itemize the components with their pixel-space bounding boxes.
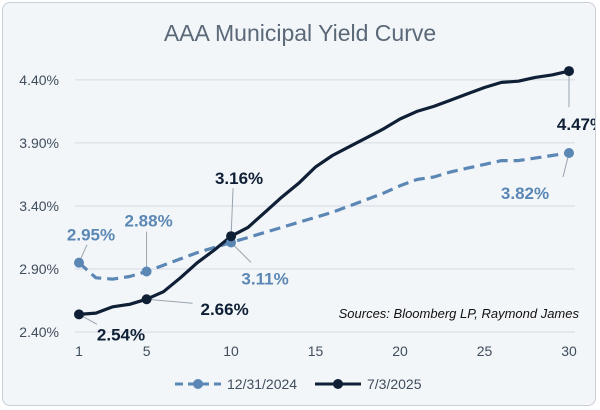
x-axis-ticks: 1 5 10 15 20 25 30 — [75, 343, 577, 359]
x-tick-label: 1 — [75, 343, 83, 359]
leader-line — [146, 298, 193, 304]
source-note: Sources: Bloomberg LP, Raymond James — [339, 306, 580, 321]
legend-item: 7/3/2025 — [315, 376, 422, 392]
x-tick-label: 5 — [143, 343, 151, 359]
y-axis-ticks: 2.40% 2.90% 3.40% 3.90% 4.40% — [19, 72, 59, 340]
legend-swatch-marker — [193, 379, 203, 389]
legend-label: 7/3/2025 — [367, 376, 422, 392]
data-label: 4.47% — [557, 115, 596, 134]
legend-item: 12/31/2024 — [175, 376, 297, 392]
x-tick-label: 20 — [392, 343, 408, 359]
series-line-1 — [78, 69, 570, 316]
data-point-marker — [74, 309, 84, 320]
yield-curve-chart: AAA Municipal Yield Curve 2.40% 2.90% 3.40… — [19, 20, 596, 392]
x-tick-label: 30 — [561, 343, 577, 359]
x-tick-label: 10 — [223, 343, 239, 359]
data-label: 2.54% — [97, 325, 145, 344]
chart-title: AAA Municipal Yield Curve — [164, 20, 436, 46]
y-tick-label: 3.40% — [19, 198, 59, 214]
chart-frame: AAA Municipal Yield Curve 2.40% 2.90% 3.40… — [2, 2, 596, 406]
data-point-marker — [74, 257, 84, 268]
legend: 12/31/2024 7/3/2025 — [175, 376, 422, 392]
data-point-marker — [141, 266, 152, 277]
y-tick-label: 2.90% — [19, 261, 59, 277]
data-point-marker — [141, 294, 152, 305]
x-tick-label: 25 — [477, 343, 493, 359]
series-line-0 — [77, 151, 570, 281]
data-point-marker — [564, 148, 574, 159]
data-label: 3.82% — [501, 184, 549, 203]
data-point-marker — [564, 66, 574, 77]
data-label: 2.88% — [124, 211, 172, 230]
data-point-marker — [226, 231, 237, 242]
legend-label: 12/31/2024 — [227, 376, 297, 392]
leader-line — [230, 188, 234, 237]
y-tick-label: 4.40% — [19, 72, 59, 88]
data-label: 2.95% — [67, 226, 115, 245]
series-lines — [77, 69, 570, 316]
legend-swatch-marker — [333, 379, 343, 389]
data-label: 3.11% — [241, 270, 288, 289]
y-tick-label: 3.90% — [19, 135, 59, 151]
gridlines — [75, 79, 575, 333]
data-label: 2.66% — [200, 300, 248, 319]
data-labels: 2.95% 2.88% 3.11% 3.82% 2.54% 2.66% 3.16% 4.47% — [67, 66, 596, 344]
x-tick-label: 15 — [308, 343, 324, 359]
data-label: 3.16% — [215, 169, 263, 188]
y-tick-label: 2.40% — [19, 324, 59, 340]
